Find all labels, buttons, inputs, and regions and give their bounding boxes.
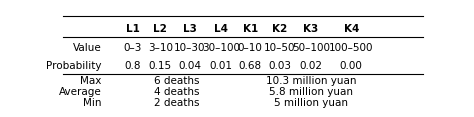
Text: 0.02: 0.02 (300, 61, 322, 71)
Text: K2: K2 (272, 24, 287, 34)
Text: 0.8: 0.8 (125, 61, 141, 71)
Text: 10.3 million yuan: 10.3 million yuan (265, 76, 356, 86)
Text: 3–10: 3–10 (148, 43, 173, 53)
Text: L2: L2 (153, 24, 167, 34)
Text: 0.01: 0.01 (210, 61, 232, 71)
Text: 5.8 million yuan: 5.8 million yuan (269, 87, 353, 97)
Text: 50–100: 50–100 (292, 43, 330, 53)
Text: 0–3: 0–3 (124, 43, 142, 53)
Text: 5 million yuan: 5 million yuan (274, 98, 348, 108)
Text: L4: L4 (214, 24, 228, 34)
Text: 0.03: 0.03 (268, 61, 291, 71)
Text: 30–100: 30–100 (202, 43, 240, 53)
Text: Probability: Probability (46, 61, 101, 71)
Text: 0.68: 0.68 (239, 61, 262, 71)
Text: K4: K4 (344, 24, 359, 34)
Text: Min: Min (83, 98, 101, 108)
Text: 2 deaths: 2 deaths (154, 98, 200, 108)
Text: 0–10: 0–10 (238, 43, 263, 53)
Text: L1: L1 (126, 24, 140, 34)
Text: 6 deaths: 6 deaths (154, 76, 200, 86)
Text: 0.00: 0.00 (340, 61, 363, 71)
Text: Average: Average (59, 87, 101, 97)
Text: 10–30: 10–30 (174, 43, 205, 53)
Text: K1: K1 (243, 24, 258, 34)
Text: Value: Value (73, 43, 101, 53)
Text: Max: Max (80, 76, 101, 86)
Text: 0.04: 0.04 (178, 61, 201, 71)
Text: 100–500: 100–500 (329, 43, 374, 53)
Text: 0.15: 0.15 (149, 61, 172, 71)
Text: 4 deaths: 4 deaths (154, 87, 200, 97)
Text: L3: L3 (182, 24, 197, 34)
Text: K3: K3 (303, 24, 319, 34)
Text: 10–50: 10–50 (264, 43, 295, 53)
